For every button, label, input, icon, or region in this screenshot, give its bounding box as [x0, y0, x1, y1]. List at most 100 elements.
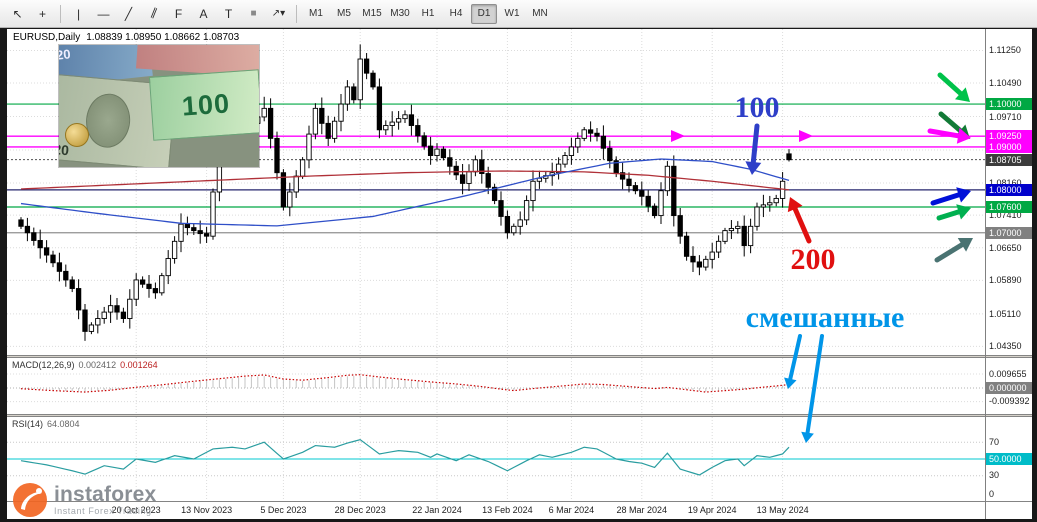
vertical-line-tool[interactable]: |	[66, 3, 91, 25]
resistance-1.09250-badge: 1.09250	[986, 130, 1032, 143]
date-label: 13 Feb 2024	[482, 505, 533, 515]
ma-100-line	[20, 158, 790, 227]
fibonacci-icon: F	[174, 6, 183, 21]
timeframe-w1-button[interactable]: W1	[504, 8, 520, 19]
support-1.07000-badge: 1.07000	[986, 226, 1032, 239]
crosshair-icon: +	[38, 6, 46, 21]
coin	[65, 123, 89, 147]
watermark-subtitle: Instant Forex Trading	[54, 505, 152, 516]
main-chart-panel: 20 20 100 EURUSD,Daily 1.08839 1.08950 1.…	[7, 29, 985, 355]
shapes-icon: ■	[250, 7, 257, 19]
trendline-icon: ╱	[124, 6, 133, 21]
price-tick-label: 1.09710	[989, 111, 1022, 122]
text-icon: A	[199, 6, 208, 21]
dollar-portrait	[83, 91, 133, 150]
rsi-level-70-label: 70	[989, 437, 1000, 447]
date-label: 6 Mar 2024	[548, 505, 595, 515]
price-tick-label: 1.07410	[989, 210, 1022, 221]
price-scale[interactable]: 1.112501.104901.097101.089301.081601.074…	[985, 29, 1032, 519]
arrows-tool[interactable]: ↗▾	[266, 3, 291, 25]
macd-scale[interactable]: 0.009655 0.000000 -0.009392	[986, 358, 1032, 414]
equidistant-channel-tool[interactable]: ∥	[141, 3, 166, 25]
macd-value-1: 0.002412	[78, 360, 117, 370]
price-tick-label: 1.05110	[989, 308, 1021, 319]
rsi-name: RSI(14)	[12, 419, 44, 429]
macd-panel: MACD(12,26,9) 0.002412 0.001264	[7, 358, 985, 414]
price-tick-label: 1.06650	[989, 242, 1022, 253]
watermark-brand: instaforex	[54, 482, 157, 506]
macd-name: MACD(12,26,9)	[12, 360, 75, 370]
time-axis[interactable]: 20 Oct 2023 13 Nov 2023 5 Dec 2023 28 Dec 2…	[7, 501, 985, 519]
date-label: 28 Mar 2024	[616, 505, 668, 515]
macd-signal-line	[20, 374, 790, 393]
date-label: 13 May 2024	[756, 505, 809, 515]
macd-scale-bottom: -0.009392	[989, 396, 1030, 406]
macd-canvas[interactable]	[7, 358, 985, 414]
timeframe-m30-button[interactable]: M30	[390, 8, 410, 19]
panel-separator[interactable]	[7, 414, 985, 417]
rsi-level-30-label: 30	[989, 470, 1000, 480]
vertical-gridlines	[135, 358, 784, 414]
euro-20-label: 20	[59, 46, 72, 63]
symbol-period-label: EURUSD,Daily	[13, 32, 81, 43]
resistance-1.10000-badge: 1.10000	[986, 98, 1032, 111]
timeframe-h4-button[interactable]: H4	[449, 8, 463, 19]
money-photo: 20 20 100	[59, 45, 259, 167]
price-tick-label: 1.08160	[986, 178, 1022, 188]
toolbar-separator	[296, 4, 297, 23]
euro-100-label: 100	[180, 87, 231, 122]
macd-scale-top: 0.009655	[989, 369, 1027, 379]
macd-zero-badge: 0.000000	[986, 382, 1032, 394]
timeframe-h1-button[interactable]: H1	[421, 8, 435, 19]
text-label-icon: T	[224, 6, 233, 21]
price-tick-label: 1.10490	[989, 78, 1022, 89]
text-label-tool[interactable]: T	[216, 3, 241, 25]
macd-histogram	[20, 375, 790, 392]
date-label: 22 Jan 2024	[412, 505, 462, 515]
rsi-panel: RSI(14) 64.0804	[7, 417, 985, 501]
instaforex-logo-icon	[13, 483, 47, 517]
ma-200-line	[20, 170, 790, 191]
chart-toolbar: ↖ + | — ╱ ∥ F A T ■ ↗▾ M1 M5 M15 M30 H1 H4 D1 W1 MN	[0, 0, 1037, 28]
rsi-mid-badge: 50.0000	[986, 453, 1032, 465]
fibonacci-tool[interactable]: F	[166, 3, 191, 25]
equidistant-channel-icon: ∥	[148, 6, 159, 20]
timeframe-d1-button[interactable]: D1	[471, 3, 497, 24]
support-1.08000-badge: 1.08000	[986, 183, 1032, 196]
timeframe-m15-button[interactable]: M15	[362, 8, 382, 19]
panel-separator[interactable]	[7, 355, 985, 358]
timeframe-m1-button[interactable]: M1	[309, 8, 323, 19]
crosshair-tool[interactable]: +	[30, 3, 55, 25]
euro-100-note: 100	[148, 69, 259, 141]
timeframe-m5-button[interactable]: M5	[337, 8, 351, 19]
vertical-line-icon: |	[76, 6, 81, 21]
main-price-scale[interactable]: 1.112501.104901.097101.089301.081601.074…	[986, 29, 1032, 355]
instaforex-watermark: instaforex Instant Forex Trading	[12, 482, 156, 518]
ohlc-values: 1.08839 1.08950 1.08662 1.08703	[86, 32, 240, 43]
date-label: 13 Nov 2023	[181, 505, 233, 515]
macd-label: MACD(12,26,9) 0.002412 0.001264	[12, 360, 158, 370]
rsi-scale[interactable]: 70 50.0000 30 0	[986, 417, 1032, 501]
chart-area: 20 20 100 EURUSD,Daily 1.08839 1.08950 1.…	[7, 29, 985, 519]
support-1.07600-badge: 1.07600	[986, 201, 1032, 213]
chart-symbol-header: EURUSD,Daily 1.08839 1.08950 1.08662 1.08…	[13, 32, 239, 43]
rsi-level-0-label: 0	[989, 489, 995, 499]
text-tool[interactable]: A	[191, 3, 216, 25]
rsi-canvas[interactable]	[7, 417, 985, 501]
date-label: 19 Apr 2024	[687, 505, 737, 515]
cursor-tool[interactable]: ↖	[5, 3, 30, 25]
date-label: 5 Dec 2023	[260, 505, 307, 515]
horizontal-line-tool[interactable]: —	[91, 3, 116, 25]
toolbar-separator	[60, 4, 61, 23]
scale-separator	[986, 355, 1032, 358]
price-tick-label: 1.05890	[989, 275, 1022, 286]
timeframe-mn-button[interactable]: MN	[532, 8, 548, 19]
date-label: 28 Dec 2023	[334, 505, 386, 515]
cursor-icon: ↖	[12, 6, 23, 21]
date-label: 20 Oct 2023	[111, 505, 161, 515]
rsi-line	[20, 439, 790, 476]
rsi-value: 64.0804	[47, 419, 80, 429]
shapes-tool[interactable]: ■	[241, 3, 266, 25]
trendline-tool[interactable]: ╱	[116, 3, 141, 25]
